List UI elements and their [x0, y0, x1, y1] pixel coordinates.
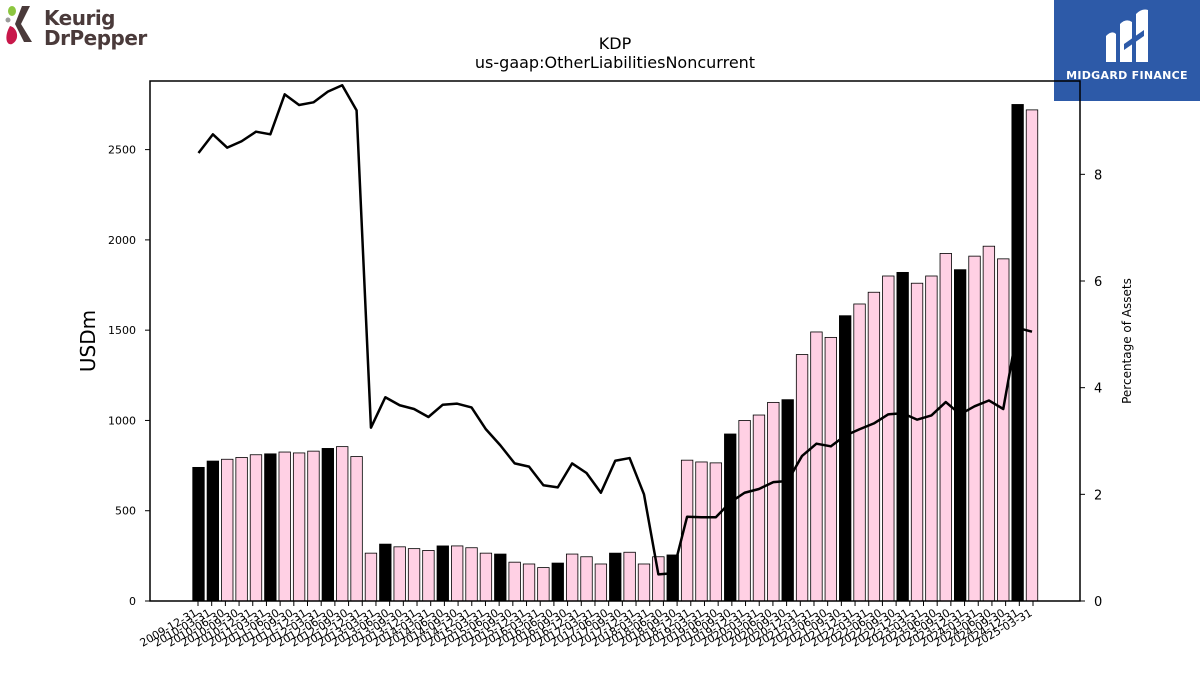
bar: [594, 563, 608, 602]
bar: [407, 548, 421, 602]
bar: [336, 446, 349, 602]
bar: [321, 448, 334, 602]
bar: [910, 282, 924, 602]
bar: [422, 550, 435, 602]
bar: [479, 552, 493, 602]
bar: [824, 336, 837, 602]
y-axis-label: USDm: [76, 310, 100, 372]
bar: [537, 567, 550, 602]
y2-tick-label: 0: [1094, 595, 1102, 610]
y-tick-label: 0: [129, 595, 136, 608]
bar: [623, 551, 636, 602]
bar: [997, 258, 1010, 602]
bar: [781, 399, 794, 602]
y2-axis-ticks: 0 2 4 6 8: [1080, 168, 1102, 610]
bar: [925, 275, 938, 602]
bar: [795, 354, 809, 602]
bar: [494, 553, 507, 602]
y-tick-label: 1500: [108, 324, 136, 337]
bar: [839, 315, 852, 602]
bar: [235, 457, 248, 602]
chart-title: KDP: [599, 34, 632, 53]
plot-frame: [149, 80, 1081, 602]
midgard-emblem-icon: [1106, 9, 1148, 62]
y2-tick-label: 6: [1094, 275, 1102, 290]
bar-series: [192, 104, 1039, 602]
bar: [637, 563, 651, 602]
bar: [867, 291, 881, 602]
bar: [364, 552, 378, 602]
y-tick-label: 500: [115, 505, 136, 518]
bar: [565, 553, 579, 602]
bar: [939, 253, 952, 602]
x-axis-ticks: 2009-12-312010-03-312010-06-302010-09-30…: [138, 601, 1035, 650]
bar: [350, 456, 363, 602]
y2-axis-label: Percentage of Assets: [1120, 278, 1134, 404]
bar: [393, 546, 406, 602]
bar: [551, 562, 564, 602]
bar: [278, 451, 291, 602]
bar: [982, 245, 996, 602]
bar: [968, 255, 981, 602]
chart-subtitle: us-gaap:OtherLiabilitiesNoncurrent: [475, 53, 755, 72]
bar: [206, 460, 220, 602]
logo-text-midgard: MIDGARD FINANCE: [1066, 69, 1188, 82]
bar: [307, 450, 320, 602]
bar: [767, 401, 780, 602]
bar: [436, 545, 449, 602]
bar: [738, 420, 751, 602]
bar: [752, 414, 766, 602]
bar: [896, 271, 909, 602]
y2-tick-label: 4: [1094, 382, 1102, 397]
bar: [724, 433, 737, 602]
y2-tick-label: 8: [1094, 168, 1102, 183]
midgard-finance-logo: MIDGARD FINANCE: [1054, 0, 1200, 101]
y-tick-label: 1000: [108, 414, 136, 427]
bar: [695, 461, 708, 602]
bar: [1025, 109, 1039, 602]
logo-text-keurig: Keurig: [44, 6, 115, 30]
bar: [882, 275, 895, 602]
bar: [292, 452, 306, 602]
bar: [853, 303, 866, 602]
bar: [465, 547, 478, 602]
bar: [192, 466, 205, 602]
y-axis-ticks: 0 500 1000 1500 2000 2500: [108, 144, 150, 608]
bar: [709, 462, 722, 602]
bar: [522, 563, 536, 602]
bar: [264, 453, 277, 602]
y-tick-label: 2000: [108, 234, 136, 247]
bar: [609, 552, 622, 602]
keurig-drpepper-logo: Keurig DrPepper: [4, 4, 154, 50]
bar: [810, 331, 823, 602]
bar: [249, 454, 263, 602]
y2-tick-label: 2: [1094, 488, 1102, 503]
bar: [379, 543, 392, 602]
bar: [508, 561, 521, 602]
bar: [954, 269, 967, 602]
bar: [451, 545, 464, 602]
bar: [580, 556, 593, 602]
pct-assets-line: [197, 84, 1033, 576]
keurig-k-mark-icon: [5, 6, 32, 45]
y-tick-label: 2500: [108, 144, 136, 157]
bar: [652, 556, 665, 602]
logo-text-drpepper: DrPepper: [44, 26, 147, 50]
bar: [221, 458, 234, 602]
